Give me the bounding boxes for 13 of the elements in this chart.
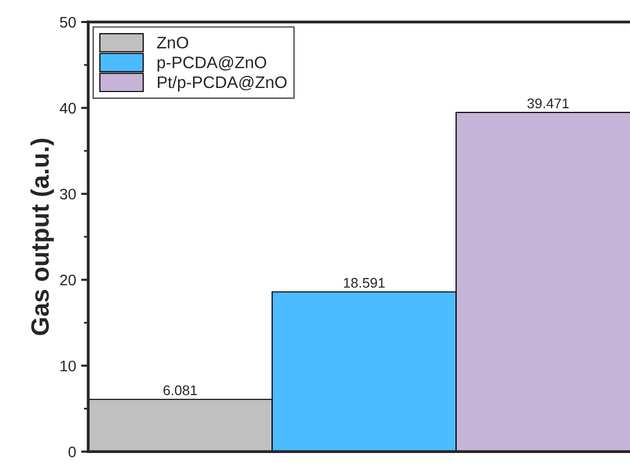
legend-label: Pt/p-PCDA@ZnO — [158, 76, 287, 92]
data-label: 6.081 — [164, 385, 197, 396]
y-axis-title: Gas output (a.u.) — [30, 138, 54, 336]
y-tick-label: 40 — [60, 102, 76, 114]
y-tick-label: 20 — [60, 274, 76, 286]
data-label: 18.591 — [344, 278, 385, 288]
legend-label: ZnO — [157, 36, 188, 48]
y-tick-label: 10 — [60, 360, 76, 372]
y-tick-label: 30 — [60, 188, 76, 200]
data-label: 39.471 — [527, 98, 569, 108]
legend-label: p-PCDA@ZnO — [158, 56, 266, 72]
y-tick-label: 50 — [60, 16, 76, 28]
y-tick-label: 0 — [68, 446, 76, 458]
